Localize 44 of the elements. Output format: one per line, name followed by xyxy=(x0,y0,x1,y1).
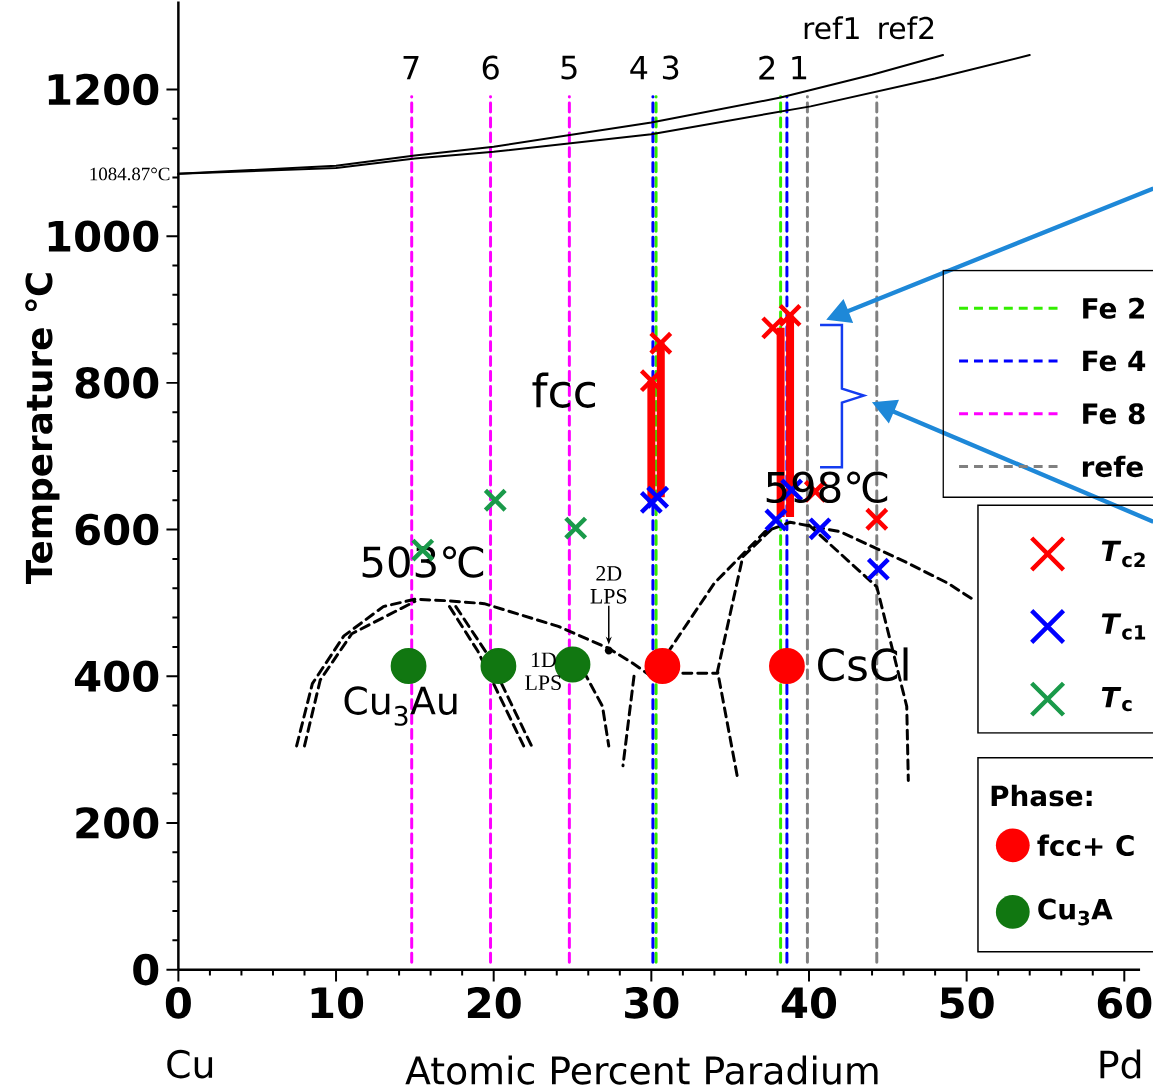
text: 1084.87°C xyxy=(90,167,170,181)
y-tick-label: 200 xyxy=(76,807,159,839)
annotation: 4 xyxy=(630,56,648,80)
y-axis-title: Temperature ℃ xyxy=(25,273,60,584)
legend-label: T$_{c1}$ xyxy=(1101,613,1146,640)
annotation: fcc xyxy=(532,372,596,408)
y-tick-label: 0 xyxy=(133,953,159,986)
x-tick-label: 0 xyxy=(165,987,191,1019)
x-axis-title: Atomic Percent Paradium xyxy=(405,1055,878,1085)
y-tick-label: 400 xyxy=(74,660,159,693)
annotation: 7 xyxy=(403,56,419,80)
annotation: 5 xyxy=(561,55,577,80)
legend-label: Cu$_{3}$A xyxy=(1038,898,1113,926)
annotation: 1D LPS xyxy=(525,652,561,691)
annotation: 1 xyxy=(792,56,807,80)
legend-label: Fe 8 xyxy=(1083,403,1145,425)
x-tick-label: 30 xyxy=(625,987,679,1019)
annotation: Cu$_{3}$Au xyxy=(344,686,457,726)
legend-label: Fe 4 xyxy=(1083,350,1146,372)
text: Pd xyxy=(1100,1049,1141,1079)
annotation: CsCl xyxy=(818,647,908,682)
y-tick-label: 1000 xyxy=(48,220,159,252)
y-tick-label: 800 xyxy=(75,367,159,399)
annotation: ref2 xyxy=(879,16,934,40)
x-tick-label: 50 xyxy=(940,987,994,1019)
y-tick-label: 1200 xyxy=(48,73,159,106)
y-tick-label: 600 xyxy=(75,513,159,546)
annotation: ref1 xyxy=(804,16,859,40)
text: Cu xyxy=(167,1049,213,1079)
annotation: 2 xyxy=(759,55,775,80)
legend-label: T$_{c}$ xyxy=(1101,686,1132,712)
legend-label: refe xyxy=(1082,455,1143,478)
x-tick-label: 40 xyxy=(781,987,837,1019)
legend-label: T$_{c2}$ xyxy=(1101,540,1145,568)
x-tick-label: 60 xyxy=(1097,987,1152,1019)
annotation: 503℃ xyxy=(362,546,484,578)
annotation: 6 xyxy=(482,55,499,80)
x-tick-label: 10 xyxy=(311,987,364,1019)
annotation: 2D LPS xyxy=(590,566,627,604)
annotation: 3 xyxy=(662,55,679,80)
legend-label: fcc+ C xyxy=(1037,834,1134,857)
x-tick-label: 20 xyxy=(467,987,521,1019)
legend-title: Phase: xyxy=(991,784,1092,807)
legend-label: Fe 2 xyxy=(1083,297,1145,319)
